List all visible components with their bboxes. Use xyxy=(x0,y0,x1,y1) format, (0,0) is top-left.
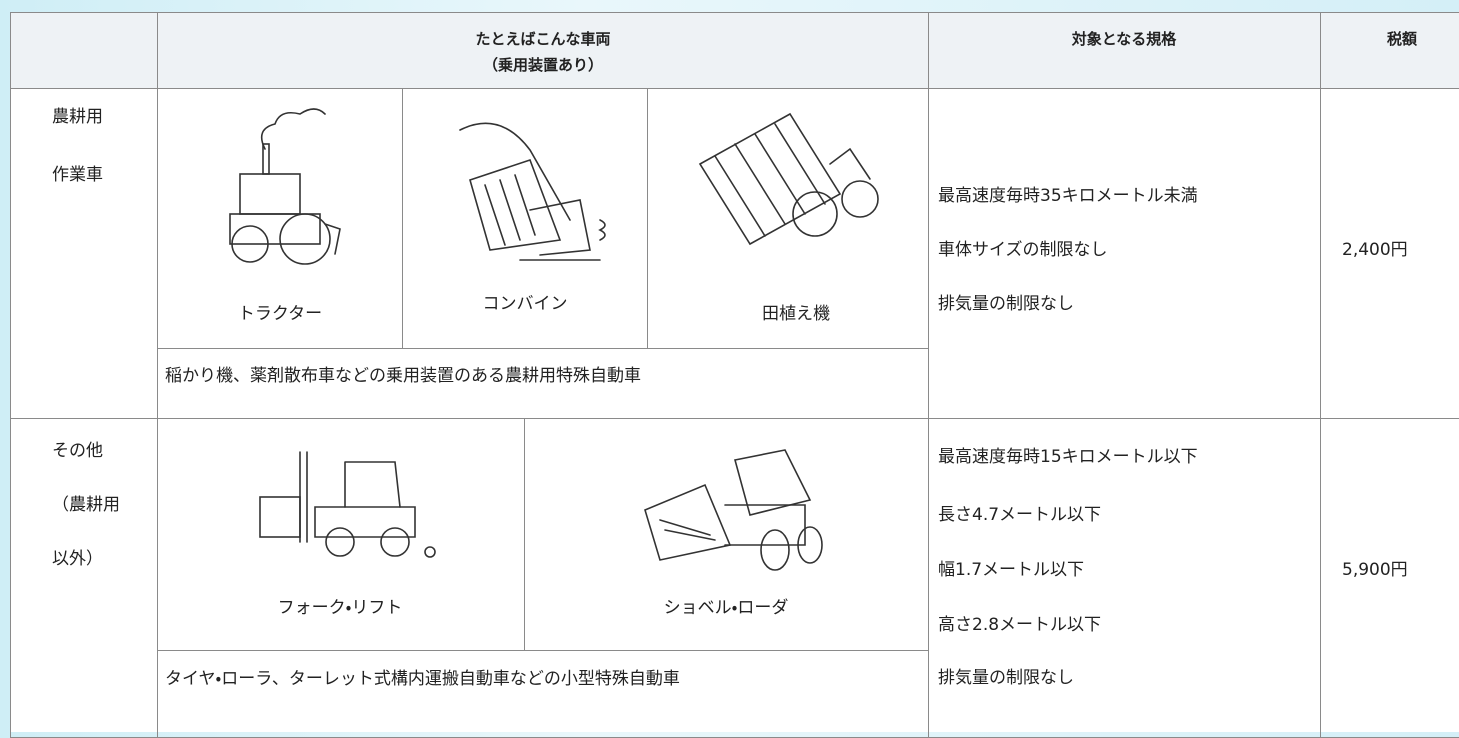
header-text: 税額 xyxy=(1386,30,1418,48)
spec: 車体サイズの制限なし xyxy=(938,240,1108,260)
forklift-illustration xyxy=(259,451,436,558)
combine-illustration xyxy=(459,122,606,261)
tax-amount: 5,900円 xyxy=(1342,560,1408,580)
vehicle-name: 田植え機 xyxy=(762,304,830,324)
spec: 高さ2.8メートル以下 xyxy=(938,615,1102,635)
spec: 最高速度毎時15キロメートル以下 xyxy=(938,447,1198,467)
tractor-illustration xyxy=(229,108,341,265)
tax-table: たとえばこんな車両 （乗用装置あり） 対象となる規格 税額 農耕用 作業車 トラ… xyxy=(10,12,1459,738)
category-cell xyxy=(10,88,158,419)
spec: 排気量の制限なし xyxy=(938,294,1074,314)
header-cell xyxy=(928,12,1321,89)
header-note: （乗用装置あり） xyxy=(482,56,604,74)
header-cell xyxy=(10,12,158,89)
spec: 幅1.7メートル以下 xyxy=(938,560,1085,580)
spec: 最高速度毎時35キロメートル未満 xyxy=(938,186,1198,206)
category: その他 xyxy=(52,441,103,461)
header-text: たとえばこんな車両 xyxy=(475,30,611,48)
shovel-loader-illustration xyxy=(644,449,823,571)
category: 以外） xyxy=(52,549,103,569)
category-cell xyxy=(10,418,158,738)
category: 作業車 xyxy=(52,165,103,185)
category: 農耕用 xyxy=(52,107,103,127)
spec: 排気量の制限なし xyxy=(938,668,1074,688)
description: タイヤ・ローラ、ターレット式構内運搬自動車などの小型特殊自動車 xyxy=(165,669,680,689)
vehicle-name: コンバイン xyxy=(482,294,568,314)
vehicle-name: ショベル・ローダ xyxy=(663,598,789,618)
spec: 長さ4.7メートル以下 xyxy=(938,505,1102,525)
category: （農耕用 xyxy=(52,495,120,515)
vehicle-name: フォーク・リフト xyxy=(277,598,403,618)
header-cell xyxy=(157,12,929,89)
vehicle-name: トラクター xyxy=(237,304,323,324)
rice-planter-illustration xyxy=(698,112,879,246)
header-text: 対象となる規格 xyxy=(1071,30,1177,48)
description: 稲かり機、薬剤散布車などの乗用装置のある農耕用特殊自動車 xyxy=(165,366,641,386)
header-cell xyxy=(1320,12,1459,89)
tax-amount: 2,400円 xyxy=(1342,240,1408,260)
